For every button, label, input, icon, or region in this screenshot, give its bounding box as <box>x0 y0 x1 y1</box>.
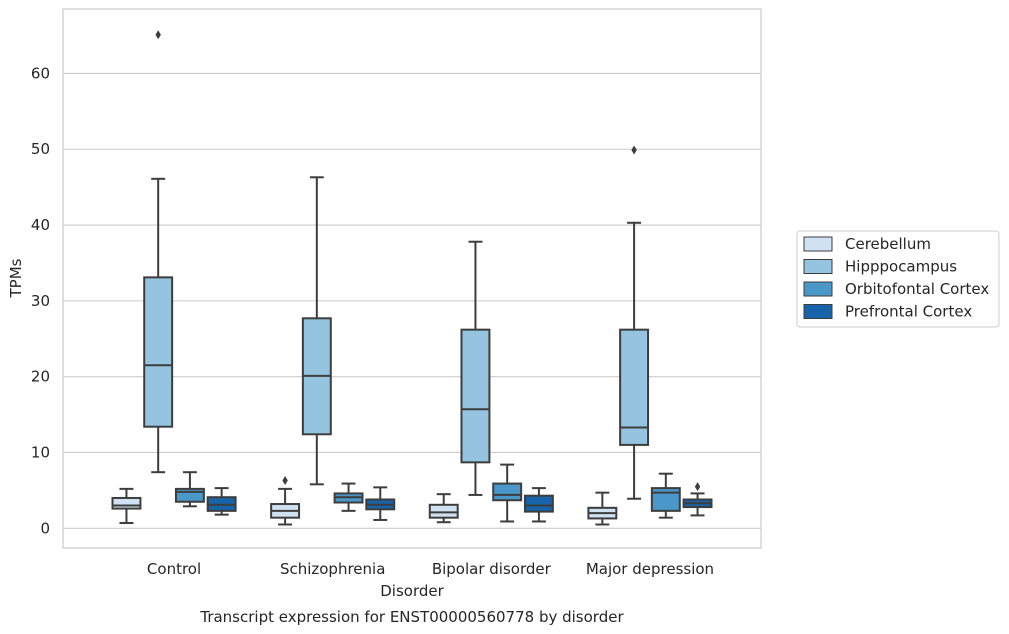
x-tick-labels: Control Schizophrenia Bipolar disorder Majo… <box>147 560 714 578</box>
y-tick-label: 60 <box>31 64 50 82</box>
legend-swatch <box>803 304 833 319</box>
box <box>206 487 237 516</box>
y-gridlines <box>63 72 761 529</box>
plot-background <box>63 9 761 548</box>
outlier-point <box>694 482 701 492</box>
outlier-point <box>631 145 637 155</box>
y-tick-label: 30 <box>31 292 50 310</box>
y-tick-label: 0 <box>40 519 50 537</box>
outlier-point <box>282 476 288 486</box>
box <box>587 491 618 526</box>
box <box>111 487 142 524</box>
box-iqr <box>460 328 491 464</box>
x-tick-label: Major depression <box>586 560 714 578</box>
y-tick-label: 10 <box>31 443 50 461</box>
box <box>174 471 205 508</box>
legend-label: Hipppocampus <box>845 258 957 276</box>
box <box>365 486 396 521</box>
chart-caption: Transcript expression for ENST0000056077… <box>199 608 624 626</box>
box-iqr <box>143 276 174 428</box>
box <box>270 476 301 526</box>
y-tick-labels: 0 10 20 30 40 50 60 <box>31 64 50 537</box>
y-axis-label: TPMs <box>7 258 25 298</box>
box-iqr <box>174 487 205 503</box>
legend-swatch <box>803 236 833 252</box>
x-tick-label: Schizophrenia <box>280 560 385 578</box>
y-tick-label: 40 <box>31 216 50 234</box>
legend-label: Orbitofontal Cortex <box>845 280 989 298</box>
x-tick-label: Bipolar disorder <box>432 560 552 578</box>
y-tick-label: 20 <box>31 368 50 386</box>
box <box>460 240 491 496</box>
box <box>492 463 523 523</box>
box-iqr <box>428 503 459 519</box>
box <box>301 176 332 486</box>
box-iqr <box>492 482 523 502</box>
legend-swatch <box>803 259 833 274</box>
box-iqr <box>111 496 142 510</box>
box-iqr <box>523 494 554 513</box>
legend-label: Prefrontal Cortex <box>845 303 972 321</box>
y-tick-label: 50 <box>31 140 50 158</box>
x-axis-label: Disorder <box>380 582 444 600</box>
box-series <box>111 30 713 526</box>
box <box>682 482 713 517</box>
legend-label: Cerebellum <box>845 235 931 253</box>
box <box>650 472 681 519</box>
box <box>428 493 459 524</box>
legend-frame <box>796 230 1000 328</box>
box <box>619 145 650 500</box>
x-tick-label: Control <box>147 560 201 578</box>
plot-frame <box>62 8 762 549</box>
box-iqr <box>619 328 650 446</box>
box-iqr <box>650 487 681 512</box>
legend: Cerebellum Hipppocampus Orbitofontal Corte… <box>796 230 1000 328</box>
outlier-point <box>155 30 161 40</box>
box <box>333 482 364 512</box>
box <box>523 487 554 523</box>
box <box>143 30 174 474</box>
legend-swatch <box>803 281 833 297</box>
